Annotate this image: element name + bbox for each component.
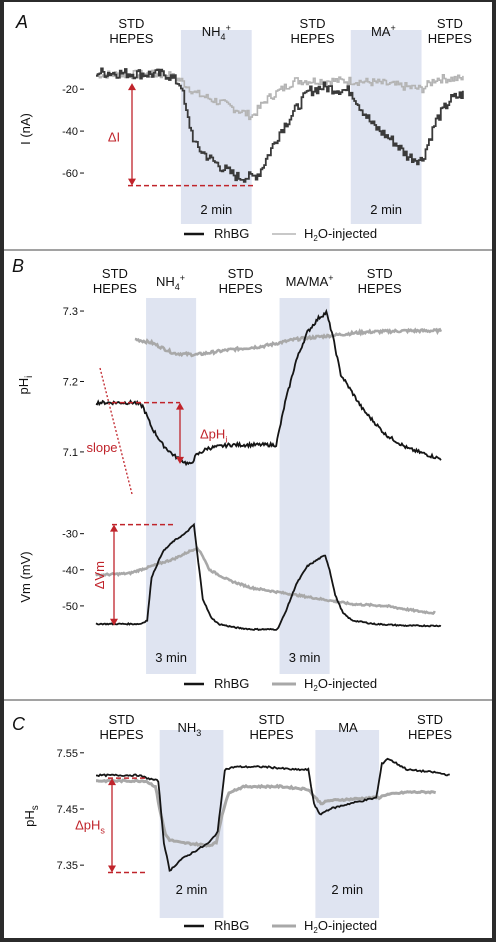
panel-c-legend-label-h2o: H2O-injected bbox=[304, 918, 377, 935]
figure: A STD HEPES NH4+ STD HEPES MA+ STD HEPES -20 -40 -6… bbox=[4, 2, 492, 938]
panel-a-condition-3-line1: STD bbox=[300, 16, 326, 31]
panel-a-condition-1-line1: STD bbox=[118, 16, 144, 31]
panel-c-condition-5-line2: HEPES bbox=[408, 727, 452, 742]
panel-b2-duration-label-2: 3 min bbox=[289, 650, 321, 665]
panel-a-ytick-2: -40 bbox=[62, 126, 78, 138]
panel-b2-duration-label-1: 3 min bbox=[155, 650, 187, 665]
panel-a-condition-5-line2: HEPES bbox=[428, 31, 472, 46]
panel-a-ytick-3: -60 bbox=[62, 168, 78, 180]
panel-c-series-h2o-injected bbox=[96, 778, 437, 848]
panel-c-legend-label-rhbg: RhBG bbox=[214, 918, 249, 933]
panel-b-condition-5-line2: HEPES bbox=[358, 281, 402, 296]
panel-label-C: C bbox=[12, 714, 26, 734]
panel-b-condition-3-line2: HEPES bbox=[219, 281, 263, 296]
panel-b-condition-5-line1: STD bbox=[367, 266, 393, 281]
panel-b2-legend-label-rhbg: RhBG bbox=[214, 676, 249, 691]
panel-a-condition-4: MA+ bbox=[371, 23, 396, 39]
panel-b-condition-2: NH4+ bbox=[156, 273, 185, 292]
panel-c-condition-1-line2: HEPES bbox=[99, 727, 143, 742]
panel-c-ytick-1: 7.55 bbox=[57, 748, 78, 760]
panel-b1-delta-arrow-head-bottom bbox=[176, 456, 184, 464]
panel-b1-ytick-3: 7.1 bbox=[63, 447, 78, 459]
panel-b1-slope-line bbox=[99, 367, 133, 495]
panel-b-condition-4: MA/MA+ bbox=[286, 273, 334, 289]
shaded-application-2 bbox=[279, 298, 330, 674]
panel-a-legend-label-h2o: H2O-injected bbox=[304, 226, 377, 243]
panel-a-condition-5-line1: STD bbox=[437, 16, 463, 31]
shaded-application-1 bbox=[159, 730, 224, 918]
panel-c-duration-label-1: 2 min bbox=[176, 882, 208, 897]
panel-b1-delta-label: ΔpHi bbox=[200, 427, 227, 445]
panel-c-condition-3-line2: HEPES bbox=[249, 727, 293, 742]
panel-b2-delta-arrow-head-bottom bbox=[110, 618, 118, 626]
panel-a-delta-arrow-head-bottom bbox=[128, 178, 136, 186]
panel-a-duration-label-2: 2 min bbox=[370, 202, 402, 217]
panel-b2-delta-label: ΔVm bbox=[92, 561, 107, 589]
panel-c-ytick-3: 7.35 bbox=[57, 860, 78, 872]
panel-a-series-h2o-injected bbox=[96, 69, 464, 121]
panel-b-condition-3-line1: STD bbox=[228, 266, 254, 281]
panel-b1-delta-arrow bbox=[176, 402, 184, 464]
panel-b1-series-rhbg bbox=[95, 308, 442, 467]
shaded-application-2 bbox=[315, 730, 380, 918]
panel-c-ytick-2: 7.45 bbox=[57, 804, 78, 816]
panel-b2-delta-arrow-head-top bbox=[110, 524, 118, 532]
panel-a-duration-label-1: 2 min bbox=[200, 202, 232, 217]
panel-a-delta-arrow-head-top bbox=[128, 83, 136, 91]
panel-a-condition-1-line2: HEPES bbox=[109, 31, 153, 46]
panel-c-condition-2: NH3 bbox=[178, 720, 202, 738]
panel-b1-ylabel: pHi bbox=[16, 376, 35, 395]
panel-a-ytick-1: -20 bbox=[62, 84, 78, 96]
panel-label-A: A bbox=[15, 12, 28, 32]
panel-c-condition-1-line1: STD bbox=[108, 712, 134, 727]
panel-c-delta-arrow-head-bottom bbox=[108, 865, 116, 873]
panel-a-legend-label-rhbg: RhBG bbox=[214, 226, 249, 241]
shaded-application-1 bbox=[180, 30, 252, 224]
panel-a-condition-2: NH4+ bbox=[202, 23, 231, 42]
panel-c-delta-arrow bbox=[108, 778, 116, 873]
panel-b1-delta-arrow-head-top bbox=[176, 402, 184, 410]
shaded-application-2 bbox=[350, 30, 422, 224]
panel-b1-slope-label: slope bbox=[86, 440, 117, 455]
panel-a-ylabel: I (nA) bbox=[18, 113, 33, 145]
panel-b2-ytick-3: -50 bbox=[62, 601, 78, 613]
panel-a-delta-label: ΔI bbox=[108, 129, 120, 144]
panel-b1-ytick-1: 7.3 bbox=[63, 306, 78, 318]
panel-b2-ytick-2: -40 bbox=[62, 565, 78, 577]
panel-b2-series-h2o-injected bbox=[95, 546, 436, 615]
panel-b-condition-1-line2: HEPES bbox=[93, 281, 137, 296]
panel-b2-series-rhbg bbox=[95, 522, 442, 632]
panel-a-condition-3-line2: HEPES bbox=[291, 31, 335, 46]
panel-c-condition-5-line1: STD bbox=[417, 712, 443, 727]
panel-c-series-rhbg bbox=[96, 757, 450, 872]
panel-c-ylabel: pHs bbox=[22, 805, 41, 827]
panel-b2-delta-arrow bbox=[110, 524, 118, 626]
panel-b2-legend-label-h2o: H2O-injected bbox=[304, 676, 377, 693]
panel-c-condition-4: MA bbox=[338, 720, 358, 735]
panel-b1-ytick-2: 7.2 bbox=[63, 376, 78, 388]
panel-b2-ylabel: Vm (mV) bbox=[18, 551, 33, 602]
panel-label-B: B bbox=[12, 256, 24, 276]
panel-c-delta-label: ΔpHs bbox=[75, 817, 105, 835]
panel-b-condition-1-line1: STD bbox=[102, 266, 128, 281]
panel-c-duration-label-2: 2 min bbox=[331, 882, 363, 897]
panel-c-condition-3-line1: STD bbox=[259, 712, 285, 727]
panel-b1-series-h2o-injected bbox=[134, 327, 443, 358]
panel-a-delta-arrow bbox=[128, 83, 136, 186]
panel-c-delta-arrow-head-top bbox=[108, 778, 116, 786]
panel-b2-ytick-1: -30 bbox=[62, 529, 78, 541]
shaded-application-1 bbox=[146, 298, 197, 674]
panel-a-series-rhbg bbox=[96, 67, 464, 183]
